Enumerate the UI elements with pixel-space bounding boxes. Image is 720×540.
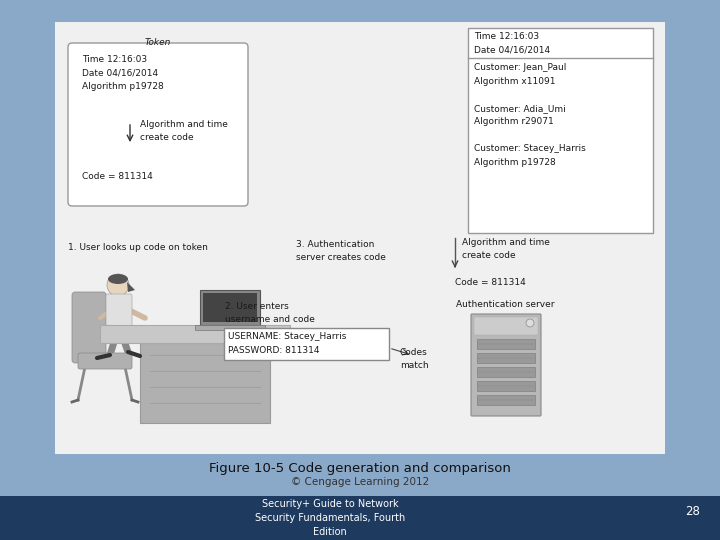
Ellipse shape xyxy=(108,274,128,284)
FancyBboxPatch shape xyxy=(78,353,132,369)
Text: Time 12:16:03
Date 04/16/2014
Algorithm p19728: Time 12:16:03 Date 04/16/2014 Algorithm … xyxy=(82,55,163,91)
Text: Authentication server: Authentication server xyxy=(456,300,554,309)
Text: © Cengage Learning 2012: © Cengage Learning 2012 xyxy=(291,477,429,487)
Text: USERNAME: Stacey_Harris
PASSWORD: 811314: USERNAME: Stacey_Harris PASSWORD: 811314 xyxy=(228,332,346,355)
FancyBboxPatch shape xyxy=(477,381,535,391)
FancyBboxPatch shape xyxy=(203,293,257,322)
FancyBboxPatch shape xyxy=(477,353,535,363)
Text: Figure 10-5 Code generation and comparison: Figure 10-5 Code generation and comparis… xyxy=(209,462,511,475)
FancyBboxPatch shape xyxy=(471,314,541,416)
Circle shape xyxy=(107,274,129,296)
Text: 28: 28 xyxy=(685,505,700,518)
Circle shape xyxy=(526,319,534,327)
Text: Customer: Jean_Paul
Algorithm x11091

Customer: Adia_Umi
Algorithm r29071

Custo: Customer: Jean_Paul Algorithm x11091 Cus… xyxy=(474,63,586,167)
Text: Algorithm and time
create code: Algorithm and time create code xyxy=(140,120,228,141)
Polygon shape xyxy=(127,282,135,292)
Text: 1. User looks up code on token: 1. User looks up code on token xyxy=(68,243,208,252)
Text: Code = 811314: Code = 811314 xyxy=(82,172,153,181)
FancyBboxPatch shape xyxy=(140,343,270,423)
Text: Token: Token xyxy=(145,38,171,47)
Text: Code = 811314: Code = 811314 xyxy=(455,278,526,287)
FancyBboxPatch shape xyxy=(100,325,290,343)
FancyBboxPatch shape xyxy=(477,339,535,349)
FancyBboxPatch shape xyxy=(55,22,665,454)
Text: Time 12:16:03
Date 04/16/2014: Time 12:16:03 Date 04/16/2014 xyxy=(474,32,550,55)
FancyBboxPatch shape xyxy=(106,294,132,328)
Text: Security+ Guide to Network
Security Fundamentals, Fourth
Edition: Security+ Guide to Network Security Fund… xyxy=(255,499,405,537)
FancyBboxPatch shape xyxy=(200,290,260,325)
Text: 3. Authentication
server creates code: 3. Authentication server creates code xyxy=(296,240,386,261)
FancyBboxPatch shape xyxy=(477,395,535,405)
Text: Codes
match: Codes match xyxy=(400,348,428,369)
Text: 2. User enters
username and code: 2. User enters username and code xyxy=(225,302,315,323)
FancyBboxPatch shape xyxy=(468,28,653,233)
FancyBboxPatch shape xyxy=(474,317,538,335)
FancyBboxPatch shape xyxy=(0,496,720,540)
FancyBboxPatch shape xyxy=(72,292,106,363)
FancyBboxPatch shape xyxy=(477,367,535,377)
FancyBboxPatch shape xyxy=(224,328,389,360)
Text: Algorithm and time
create code: Algorithm and time create code xyxy=(462,238,550,260)
FancyBboxPatch shape xyxy=(68,43,248,206)
FancyBboxPatch shape xyxy=(195,325,265,330)
